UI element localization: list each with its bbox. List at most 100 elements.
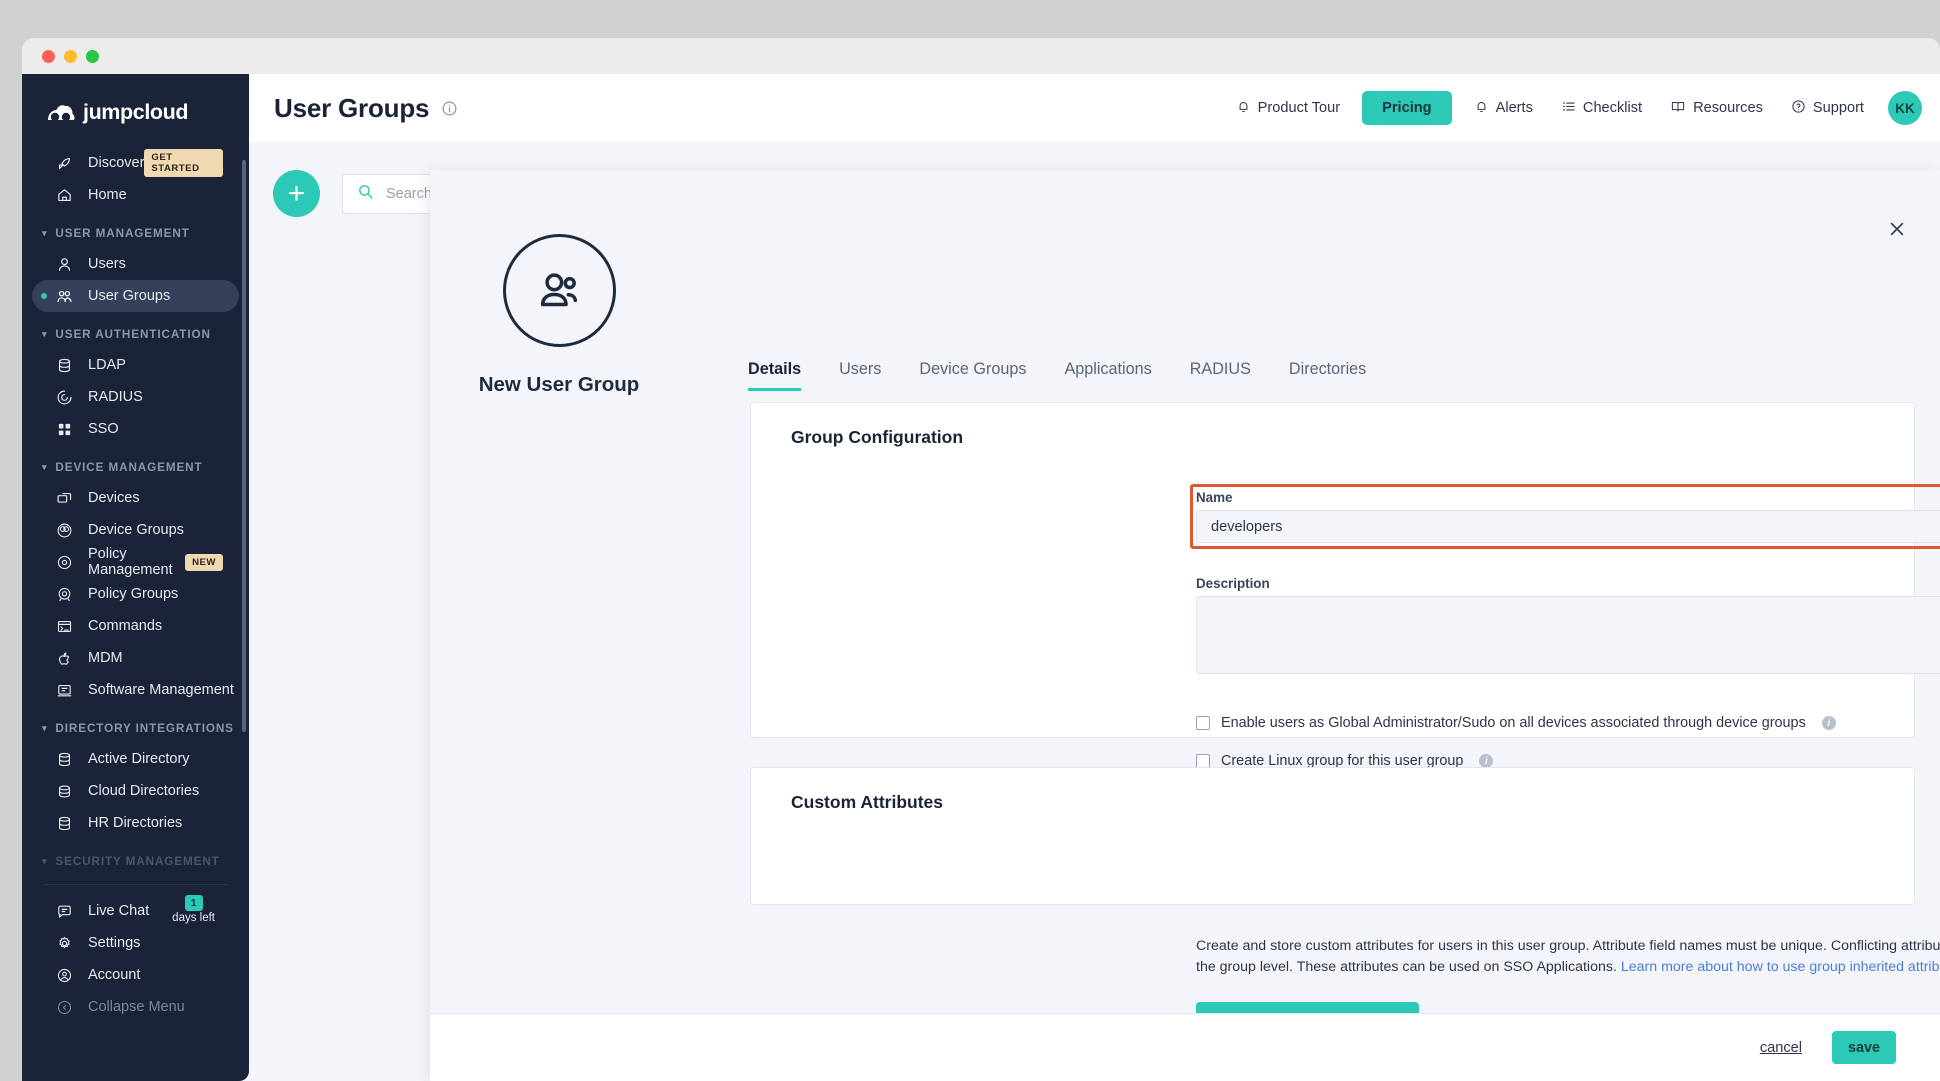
- nav-product-tour[interactable]: Product Tour: [1222, 91, 1354, 126]
- sidebar-item-policy-management[interactable]: Policy Management NEW: [32, 546, 239, 578]
- trial-badge: 1 days left: [172, 895, 215, 924]
- option-create-linux-group[interactable]: Create Linux group for this user group i: [1196, 753, 1940, 769]
- tab-details[interactable]: Details: [748, 360, 802, 391]
- custom-attributes-title: Custom Attributes: [791, 792, 943, 812]
- sidebar-item-devices[interactable]: Devices: [32, 482, 239, 514]
- new-badge: NEW: [185, 553, 223, 571]
- name-field-group: Name: [1196, 490, 1940, 543]
- add-user-group-button[interactable]: +: [273, 170, 320, 217]
- sidebar-scrollbar[interactable]: [242, 160, 246, 732]
- sidebar-section-user-authentication[interactable]: ▾ USER AUTHENTICATION: [22, 312, 249, 349]
- brand-logo[interactable]: jumpcloud: [22, 92, 249, 147]
- sidebar-item-collapse-menu[interactable]: Collapse Menu: [32, 991, 239, 1023]
- sidebar-item-device-groups[interactable]: Device Groups: [32, 514, 239, 546]
- sidebar-item-sso[interactable]: SSO: [32, 413, 239, 445]
- new-user-group-modal: New User Group Details Users Device Grou…: [430, 170, 1940, 1081]
- custom-attributes-description-text: Create and store custom attributes for u…: [1196, 938, 1940, 975]
- nav-pricing[interactable]: Pricing: [1362, 91, 1452, 125]
- sidebar-item-label: User Groups: [88, 288, 171, 304]
- sidebar-section-device-management[interactable]: ▾ DEVICE MANAGEMENT: [22, 445, 249, 482]
- nav-checklist[interactable]: Checklist: [1547, 91, 1656, 126]
- sidebar-item-software-management[interactable]: Software Management: [32, 674, 239, 706]
- sidebar-item-label: Cloud Directories: [88, 783, 200, 799]
- database-icon: [54, 749, 74, 769]
- tab-radius[interactable]: RADIUS: [1189, 360, 1251, 378]
- bell-icon: [1474, 99, 1489, 118]
- sidebar-item-policy-groups[interactable]: Policy Groups: [32, 578, 239, 610]
- description-field-group: Description: [1196, 576, 1940, 679]
- chevron-down-icon: ▾: [42, 329, 48, 339]
- info-icon[interactable]: i: [1821, 716, 1836, 730]
- sidebar-item-label: HR Directories: [88, 815, 183, 831]
- name-input[interactable]: [1196, 510, 1940, 543]
- sidebar-item-radius[interactable]: RADIUS: [32, 381, 239, 413]
- nav-support[interactable]: Support: [1777, 91, 1878, 126]
- sidebar-item-users[interactable]: Users: [32, 248, 239, 280]
- collapse-icon: [54, 997, 74, 1017]
- tab-device-groups[interactable]: Device Groups: [919, 360, 1027, 378]
- checkbox[interactable]: [1196, 716, 1210, 730]
- save-button[interactable]: save: [1832, 1031, 1896, 1064]
- sidebar-section-label: USER AUTHENTICATION: [55, 328, 211, 341]
- sidebar-item-label: Policy Management: [88, 546, 173, 578]
- devices-icon: [54, 488, 74, 508]
- checkbox[interactable]: [1196, 754, 1210, 768]
- sidebar-item-label: MDM: [88, 650, 123, 666]
- custom-attributes-card: Custom Attributes: [750, 767, 1915, 905]
- sidebar-item-account[interactable]: Account: [32, 959, 239, 991]
- info-icon[interactable]: [441, 100, 458, 117]
- group-inherited-attributes-link[interactable]: Learn more about how to use group inheri…: [1620, 958, 1940, 975]
- sidebar-item-discover[interactable]: Discover GET STARTED: [32, 147, 239, 179]
- info-icon[interactable]: i: [1479, 754, 1494, 768]
- policy-icon: [54, 552, 74, 572]
- sidebar-item-label: Home: [88, 187, 127, 203]
- sidebar-section-label: USER MANAGEMENT: [55, 227, 190, 240]
- sidebar-item-label: Device Groups: [88, 522, 184, 538]
- sidebar-item-cloud-directories[interactable]: Cloud Directories: [32, 775, 239, 807]
- trial-days-count: 1: [184, 895, 203, 911]
- sidebar-item-mdm[interactable]: MDM: [32, 642, 239, 674]
- cancel-button[interactable]: cancel: [1759, 1039, 1802, 1056]
- grid-icon: [54, 419, 74, 439]
- window-zoom-button[interactable]: [86, 49, 99, 63]
- sidebar-section-security-management[interactable]: ▾ SECURITY MANAGEMENT: [22, 839, 249, 876]
- sidebar-section-user-management[interactable]: ▾ USER MANAGEMENT: [22, 211, 249, 248]
- sidebar-item-active-directory[interactable]: Active Directory: [32, 743, 239, 775]
- nav-alerts[interactable]: Alerts: [1460, 91, 1547, 126]
- option-label: Create Linux group for this user group: [1221, 753, 1464, 769]
- account-icon: [54, 965, 74, 985]
- tab-directories[interactable]: Directories: [1288, 360, 1367, 378]
- option-global-admin[interactable]: Enable users as Global Administrator/Sud…: [1196, 715, 1940, 731]
- chat-icon: [54, 901, 74, 921]
- window-close-button[interactable]: [42, 49, 55, 63]
- sidebar-section-directory-integrations[interactable]: ▾ DIRECTORY INTEGRATIONS: [22, 706, 249, 743]
- modal-tabs: Details Users Device Groups Applications…: [748, 360, 1366, 391]
- sidebar-item-label: RADIUS: [88, 389, 143, 405]
- avatar[interactable]: KK: [1888, 91, 1922, 125]
- nav-label: Product Tour: [1257, 100, 1341, 116]
- chevron-down-icon: ▾: [42, 228, 48, 238]
- window-minimize-button[interactable]: [64, 49, 77, 63]
- list-icon: [1561, 99, 1576, 118]
- search-placeholder: Search...: [386, 186, 445, 202]
- sidebar-item-hr-directories[interactable]: HR Directories: [32, 807, 239, 839]
- sidebar-item-label: Settings: [88, 935, 141, 951]
- close-icon[interactable]: [1882, 214, 1912, 244]
- sidebar-item-ldap[interactable]: LDAP: [32, 349, 239, 381]
- custom-attributes-description: Create and store custom attributes for u…: [1196, 936, 1940, 978]
- sidebar-item-home[interactable]: Home: [32, 179, 239, 211]
- nav-resources[interactable]: Resources: [1656, 91, 1777, 126]
- chevron-down-icon: ▾: [42, 723, 48, 733]
- modal-footer: cancel save: [430, 1013, 1940, 1081]
- sidebar-item-commands[interactable]: Commands: [32, 610, 239, 642]
- policy-group-icon: [54, 584, 74, 604]
- sidebar-item-label: SSO: [88, 421, 119, 437]
- sidebar-item-user-groups[interactable]: User Groups: [32, 280, 239, 312]
- sidebar-item-settings[interactable]: Settings: [32, 927, 239, 959]
- terminal-icon: [54, 616, 74, 636]
- tab-applications[interactable]: Applications: [1064, 360, 1152, 378]
- description-input[interactable]: [1196, 596, 1940, 674]
- sidebar-item-live-chat[interactable]: Live Chat 1 days left: [32, 895, 239, 927]
- tab-users[interactable]: Users: [839, 360, 882, 378]
- get-started-badge: GET STARTED: [144, 149, 223, 177]
